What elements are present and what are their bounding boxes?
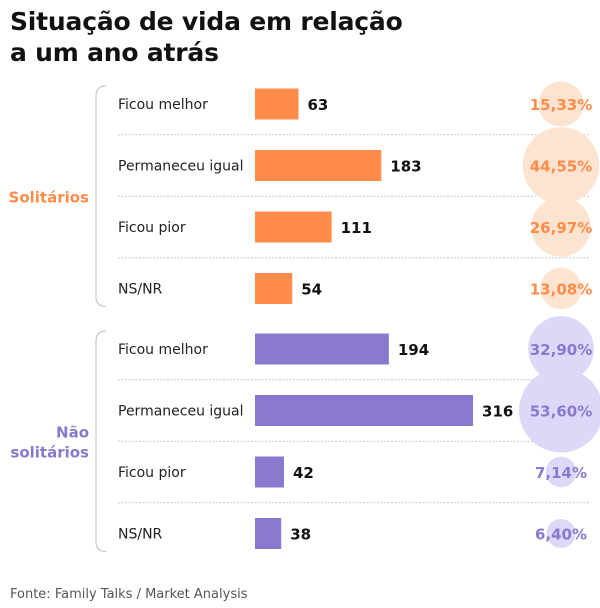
group-label-nao-solitarios: solitários [10, 443, 89, 461]
category-label: Ficou pior [118, 465, 186, 481]
percent-bubble [519, 368, 600, 453]
percent-label: 32,90% [530, 341, 592, 359]
category-label: NS/NR [118, 282, 163, 298]
bar-solitarios [255, 211, 332, 243]
bar-nao-solitarios [255, 456, 284, 488]
percent-bubble [528, 316, 594, 382]
percent-bubble [522, 127, 600, 204]
percent-bubble [540, 267, 582, 310]
percent-label: 53,60% [530, 403, 592, 421]
bar-solitarios [255, 273, 293, 304]
percent-bubble [545, 456, 577, 488]
category-label: NS/NR [118, 527, 163, 543]
value-label: 183 [390, 158, 421, 176]
value-label: 38 [290, 526, 311, 544]
chart-title: Situação de vida em relação a um ano atr… [10, 6, 403, 68]
chart-title-line-1: Situação de vida em relação [10, 7, 403, 36]
percent-label: 44,55% [530, 158, 592, 176]
category-label: Permaneceu igual [118, 404, 244, 420]
group-label-solitarios: Solitários [9, 188, 90, 206]
source-note: Fonte: Family Talks / Market Analysis [10, 587, 248, 602]
bar-solitarios [255, 88, 299, 120]
category-label: Ficou melhor [118, 97, 208, 113]
value-label: 316 [482, 403, 513, 421]
percent-label: 7,14% [535, 464, 587, 482]
group-bracket-solitarios [95, 85, 107, 308]
value-label: 63 [307, 96, 328, 114]
percent-label: 13,08% [530, 281, 592, 299]
group-bracket-nao-solitarios [95, 330, 107, 553]
percent-label: 6,40% [535, 526, 587, 544]
percent-label: 26,97% [530, 219, 592, 237]
percent-bubble [531, 197, 591, 257]
bar-nao-solitarios [255, 333, 389, 365]
category-label: Ficou melhor [118, 342, 208, 358]
value-label: 111 [341, 219, 372, 237]
group-label-nao-solitarios: Não [56, 423, 89, 441]
value-label: 194 [398, 341, 429, 359]
percent-bubble [538, 81, 584, 127]
percent-bubble [546, 518, 576, 549]
percent-label: 15,33% [530, 96, 592, 114]
bar-nao-solitarios [255, 518, 282, 549]
category-label: Ficou pior [118, 220, 186, 236]
chart-title-line-2: a um ano atrás [10, 38, 219, 67]
value-label: 54 [301, 281, 322, 299]
value-label: 42 [293, 464, 314, 482]
bar-nao-solitarios [255, 395, 474, 426]
category-label: Permaneceu igual [118, 159, 244, 175]
bar-solitarios [255, 150, 382, 181]
